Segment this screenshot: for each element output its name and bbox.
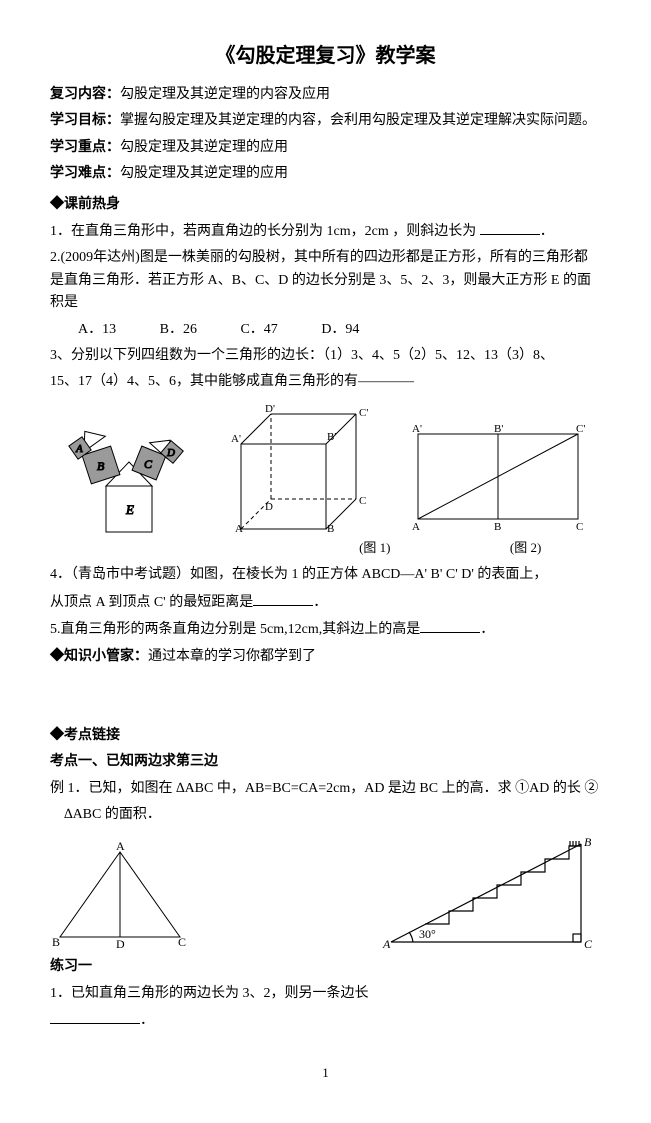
figure-row-1: E B A C D A xyxy=(50,404,601,534)
unf-label-Ap: A' xyxy=(412,424,422,435)
question-3-line2: 15、17（4）4、5、6，其中能够成直角三角形的有———— xyxy=(50,371,601,393)
q1-tail: ． xyxy=(540,224,554,239)
cube-label-D: D xyxy=(265,501,273,513)
example1-line1: 例 1．已知，如图在 ∆ABC 中，AB=BC=CA=2cm，AD 是边 BC … xyxy=(50,778,601,800)
study-focus: 学习重点：勾股定理及其逆定理的应用 xyxy=(50,137,601,159)
option-b: B．26 xyxy=(160,319,197,341)
example1-line2: ∆ABC 的面积． xyxy=(50,804,601,826)
p1-blank xyxy=(50,1009,140,1024)
cube-label-B: B xyxy=(327,523,334,534)
caption-2: (图 2) xyxy=(510,538,541,559)
question-3-line1: 3、分别以下列四组数为一个三角形的边长：（1）3、4、5（2）5、12、13（3… xyxy=(50,345,601,367)
cube-label-Ap: A' xyxy=(231,433,241,445)
page-number: 1 xyxy=(50,1063,601,1084)
study-diff-text: 勾股定理及其逆定理的应用 xyxy=(120,166,288,181)
label-C-tree: C xyxy=(144,457,153,471)
option-d: D．94 xyxy=(321,319,359,341)
staircase-figure: A B C 30° xyxy=(381,832,601,952)
p1-tail: ． xyxy=(140,1013,154,1028)
knowledge-line: ◆知识小管家：通过本章的学习你都学到了 xyxy=(50,646,601,668)
label-E: E xyxy=(125,502,134,517)
pythagoras-tree-figure: E B A C D xyxy=(64,414,194,534)
cube-label-C: C xyxy=(359,495,366,507)
practice-1-blank-line: ． xyxy=(50,1009,601,1032)
study-goal-label: 学习目标： xyxy=(50,113,120,128)
label-B-tree: B xyxy=(97,459,105,473)
stair-label-A: A xyxy=(382,937,391,951)
caption-1: (图 1) xyxy=(359,538,390,559)
unf-label-Bp: B' xyxy=(494,424,503,435)
tri-label-D: D xyxy=(116,937,125,951)
exam1-heading: 考点一、已知两边求第三边 xyxy=(50,751,601,773)
study-goal-text: 掌握勾股定理及其逆定理的内容，会利用勾股定理及其逆定理解决实际问题。 xyxy=(120,113,596,128)
warmup-heading: ◆课前热身 xyxy=(50,194,601,216)
tri-label-C: C xyxy=(178,935,186,949)
examlink-heading: ◆考点链接 xyxy=(50,725,601,747)
knowledge-text: 通过本章的学习你都学到了 xyxy=(148,649,316,664)
practice-heading: 练习一 xyxy=(50,956,601,978)
q4-text: 从顶点 A 到顶点 C' 的最短距离是 xyxy=(50,595,253,610)
question-1: 1．在直角三角形中，若两直角边的长分别为 1cm，2cm ，则斜边长为 ． xyxy=(50,220,601,243)
angle-label: 30° xyxy=(419,927,436,941)
practice-1: 1．已知直角三角形的两边长为 3、2，则另一条边长 xyxy=(50,983,601,1005)
triangle-figure: A B C D xyxy=(50,842,190,952)
unf-label-C: C xyxy=(576,521,583,533)
unf-label-Cp: C' xyxy=(576,424,585,435)
question-4-line2: 从顶点 A 到顶点 C' 的最短距离是 ． xyxy=(50,591,601,614)
review-content-text: 勾股定理及其逆定理的内容及应用 xyxy=(120,87,330,102)
q1-blank xyxy=(480,220,540,235)
tri-label-A: A xyxy=(116,842,125,853)
cube-label-Dp: D' xyxy=(265,404,275,415)
review-content: 复习内容：勾股定理及其逆定理的内容及应用 xyxy=(50,84,601,106)
q4-tail: ． xyxy=(313,595,327,610)
study-goal: 学习目标：掌握勾股定理及其逆定理的内容，会利用勾股定理及其逆定理解决实际问题。 xyxy=(50,110,601,132)
q5-blank xyxy=(420,618,480,633)
study-diff: 学习难点：勾股定理及其逆定理的应用 xyxy=(50,163,601,185)
cube-label-Cp: C' xyxy=(359,407,368,419)
label-D-tree: D xyxy=(166,447,175,459)
question-5: 5.直角三角形的两条直角边分别是 5cm,12cm,其斜边上的高是 ． xyxy=(50,618,601,641)
review-content-label: 复习内容： xyxy=(50,87,120,102)
figure-captions: (图 1) (图 2) xyxy=(50,538,601,559)
q4-blank xyxy=(253,591,313,606)
figure-row-2: A B C D A B C 30° xyxy=(50,832,601,952)
tri-label-B: B xyxy=(52,935,60,949)
cube-figure: A B C D A' B' C' D' xyxy=(221,404,381,534)
study-focus-label: 学习重点： xyxy=(50,140,120,155)
cube-label-Bp: B' xyxy=(327,431,336,443)
unfolded-figure: A B C A' B' C' xyxy=(408,424,588,534)
stair-label-B: B xyxy=(584,835,592,849)
study-diff-label: 学习难点： xyxy=(50,166,120,181)
q2-options: A．13 B．26 C．47 D．94 xyxy=(50,319,601,341)
study-focus-text: 勾股定理及其逆定理的应用 xyxy=(120,140,288,155)
unf-label-A: A xyxy=(412,521,420,533)
question-2: 2.(2009年达州)图是一株美丽的勾股树，其中所有的四边形都是正方形，所有的三… xyxy=(50,247,601,314)
q5-tail: ． xyxy=(480,622,494,637)
knowledge-head: ◆知识小管家： xyxy=(50,649,148,664)
option-a: A．13 xyxy=(78,319,116,341)
cube-label-A: A xyxy=(235,523,243,534)
q1-text: 1．在直角三角形中，若两直角边的长分别为 1cm，2cm ，则斜边长为 xyxy=(50,224,476,239)
label-A-tree: A xyxy=(75,443,83,455)
question-4-line1: 4．（青岛市中考试题）如图，在棱长为 1 的正方体 ABCD—A' B' C' … xyxy=(50,564,601,586)
stair-label-C: C xyxy=(584,937,593,951)
q5-text: 5.直角三角形的两条直角边分别是 5cm,12cm,其斜边上的高是 xyxy=(50,622,420,637)
page-title: 《勾股定理复习》教学案 xyxy=(50,40,601,72)
option-c: C．47 xyxy=(240,319,277,341)
unf-label-B: B xyxy=(494,521,501,533)
